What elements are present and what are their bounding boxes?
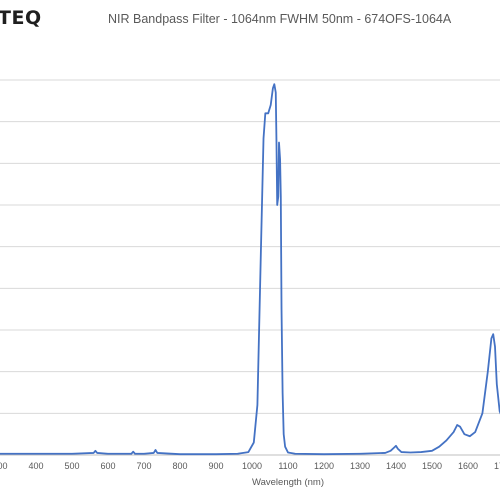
x-tick-label: 1000 xyxy=(242,461,262,471)
x-tick-label: 1200 xyxy=(314,461,334,471)
x-tick-label: 800 xyxy=(172,461,187,471)
x-tick-label: 500 xyxy=(64,461,79,471)
x-tick-label: 600 xyxy=(100,461,115,471)
series-line-0 xyxy=(0,83,500,456)
x-tick-label: 1500 xyxy=(422,461,442,471)
x-tick-label: 1600 xyxy=(458,461,478,471)
x-tick-label: 1700 xyxy=(494,461,500,471)
series-layer xyxy=(0,83,500,456)
x-tick-label: 700 xyxy=(136,461,151,471)
x-tick-label: 900 xyxy=(208,461,223,471)
x-tick-labels: 300 400 500 600 700 800 900 1000 1100 1200 1300 140… xyxy=(0,461,500,471)
x-tick-label: 1300 xyxy=(350,461,370,471)
x-tick-label: 1100 xyxy=(278,461,297,471)
chart-title: NIR Bandpass Filter - 1064nm FWHM 50nm -… xyxy=(108,12,452,26)
company-logo: TEQ xyxy=(0,7,42,29)
x-tick-label: 400 xyxy=(28,461,43,471)
x-axis-title: Wavelength (nm) xyxy=(252,477,324,488)
gridlines xyxy=(0,79,500,456)
x-tick-label: 1400 xyxy=(386,461,406,471)
x-tick-label: 300 xyxy=(0,461,8,471)
